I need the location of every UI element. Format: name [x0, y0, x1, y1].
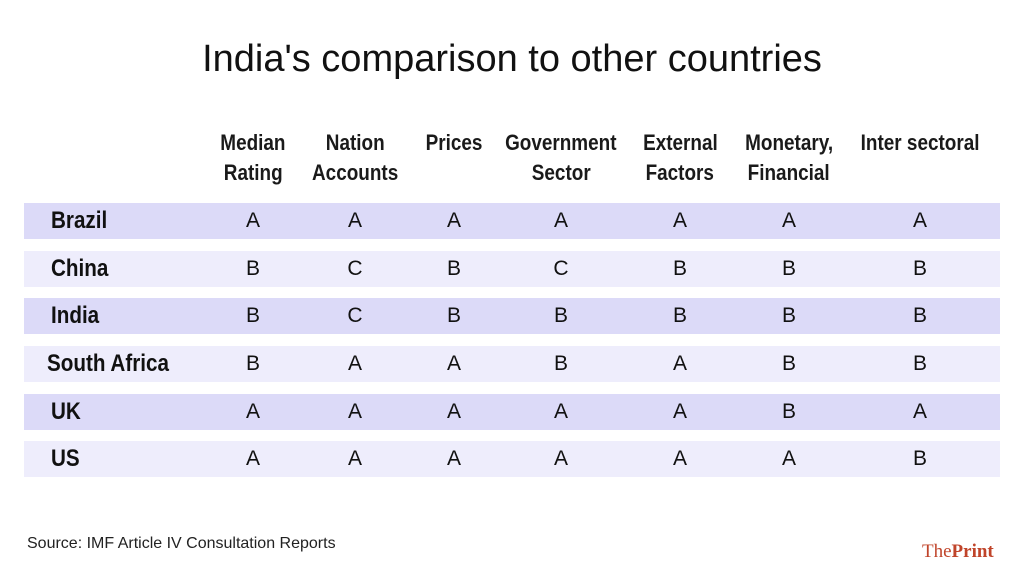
row-label: China — [51, 255, 109, 282]
table-cell: A — [912, 400, 927, 423]
table-cell: B — [781, 400, 796, 423]
table-cell: C — [347, 304, 363, 327]
column-header-line: Financial — [747, 160, 830, 185]
column-header: Nation Accounts — [275, 128, 435, 188]
table-cell: C — [553, 257, 569, 280]
table-cell: B — [245, 304, 260, 327]
table-cell: A — [672, 447, 687, 470]
column-header-line: Monetary, — [745, 130, 833, 155]
table-cell: A — [672, 352, 687, 375]
table-cell: B — [912, 447, 927, 470]
table-cell: C — [347, 257, 363, 280]
column-header-line: External — [642, 130, 718, 155]
column-header-line: Nation — [325, 130, 385, 155]
table-cell: B — [446, 304, 461, 327]
table-cell: B — [672, 257, 687, 280]
source-note: Source: IMF Article IV Consultation Repo… — [27, 535, 336, 552]
table-cell: A — [347, 447, 362, 470]
table-row: China B C B C B B B — [24, 251, 1000, 287]
table-cell: A — [245, 400, 260, 423]
column-header: Prices — [374, 128, 534, 188]
table-cell: A — [347, 400, 362, 423]
column-header-line: Sector — [531, 160, 591, 185]
column-header-line: Factors — [645, 160, 715, 185]
table-cell: B — [781, 257, 796, 280]
table-cell: B — [245, 257, 260, 280]
row-label: India — [51, 302, 100, 329]
table-cell: A — [446, 400, 461, 423]
column-header-line: Inter sectoral — [860, 130, 980, 155]
table-cell: A — [912, 209, 927, 232]
table-cell: A — [553, 209, 568, 232]
column-header-line: Median — [220, 130, 286, 155]
table-cell: A — [553, 400, 568, 423]
table-row: India B C B B B B B — [24, 298, 1000, 334]
theprint-logo: ThePrint — [922, 541, 994, 563]
table-cell: A — [347, 209, 362, 232]
table-row: Brazil A A A A A A A — [24, 203, 1000, 239]
table-cell: A — [553, 447, 568, 470]
column-header: Monetary, Financial — [709, 128, 869, 188]
row-label: US — [51, 445, 80, 472]
table-cell: B — [781, 352, 796, 375]
table-cell: A — [446, 352, 461, 375]
column-header-line: Rating — [223, 160, 283, 185]
table-row: US A A A A A A B — [24, 441, 1000, 477]
table-cell: A — [245, 447, 260, 470]
column-header-line: Government — [505, 130, 617, 155]
table-cell: A — [347, 352, 362, 375]
row-label: UK — [51, 398, 81, 425]
table-cell: B — [553, 352, 568, 375]
table-cell: B — [912, 257, 927, 280]
table-cell: B — [446, 257, 461, 280]
table-cell: A — [245, 209, 260, 232]
table-cell: B — [781, 304, 796, 327]
row-label: South Africa — [47, 350, 169, 377]
table-cell: A — [672, 400, 687, 423]
row-label: Brazil — [51, 207, 108, 234]
table-cell: A — [672, 209, 687, 232]
column-header: Government Sector — [481, 128, 641, 188]
table-row: UK A A A A A B A — [24, 394, 1000, 430]
table-cell: B — [553, 304, 568, 327]
table-cell: A — [781, 447, 796, 470]
table-cell: A — [781, 209, 796, 232]
table-cell: B — [912, 352, 927, 375]
table-cell: B — [672, 304, 687, 327]
column-header-line: Prices — [425, 130, 483, 155]
table-row: South Africa B A A B A B B — [24, 346, 1000, 382]
table-cell: A — [446, 447, 461, 470]
column-header-line: Accounts — [311, 160, 399, 185]
table-cell: B — [245, 352, 260, 375]
logo-part1: The — [922, 541, 952, 562]
logo-part2: Print — [951, 541, 994, 562]
column-header: Median Rating — [173, 128, 333, 188]
table-cell: B — [912, 304, 927, 327]
chart-title: India's comparison to other countries — [202, 38, 822, 80]
table-cell: A — [446, 209, 461, 232]
column-header: External Factors — [600, 128, 760, 188]
column-header: Inter sectoral — [840, 128, 1000, 188]
